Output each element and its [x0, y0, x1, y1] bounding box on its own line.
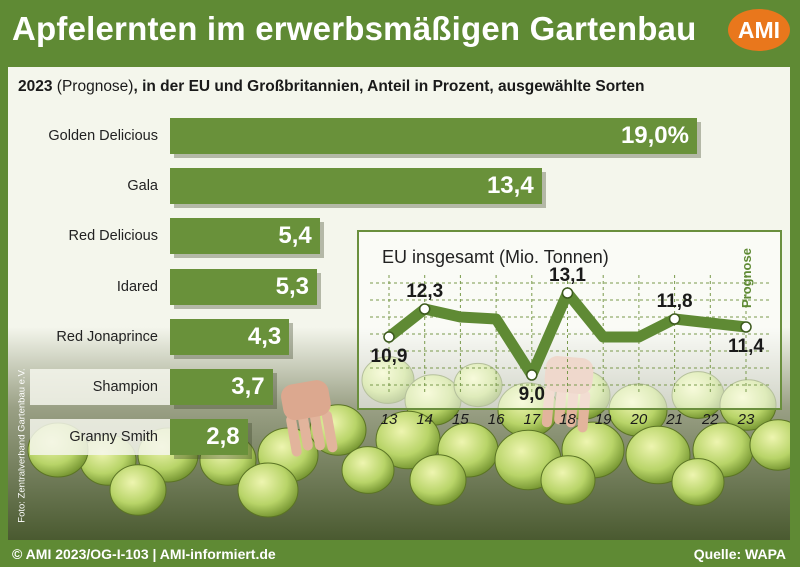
- photo-credit: Foto: Zentralverband Gartenbau e.V.: [16, 368, 28, 523]
- bar-row: 5,3: [170, 268, 317, 309]
- bar-value-label: 3,7: [231, 373, 265, 400]
- line-chart-title: EU insgesamt (Mio. Tonnen): [382, 247, 609, 267]
- bar: 5,3: [170, 268, 317, 305]
- bar-value-label: 19,0%: [620, 122, 689, 149]
- category-label: Red Jonaprince: [56, 328, 158, 345]
- ami-logo: AMI: [728, 9, 790, 51]
- apple: [409, 454, 467, 506]
- bar-value-label: 5,3: [275, 272, 309, 300]
- bar-value-label: 2,8: [206, 423, 240, 451]
- page-title: Apfelernten im erwerbsmäßigen Gartenbau: [12, 10, 697, 47]
- category-label: Red Delicious: [68, 228, 158, 245]
- bar-row: 2,8: [170, 419, 248, 459]
- subtitle-year: 2023: [18, 78, 53, 95]
- bar: 19,0%: [170, 118, 697, 154]
- apple: [671, 458, 725, 506]
- bar: 13,4: [170, 168, 542, 205]
- category-label-backdrop: [30, 369, 170, 405]
- bar-row: 13,4: [170, 168, 542, 208]
- subtitle-description: , in der EU und Großbritannien, Anteil i…: [133, 78, 645, 95]
- category-label: Shampion: [92, 379, 158, 395]
- category-label: Granny Smith: [69, 429, 158, 446]
- category-label: Golden Delicious: [48, 128, 158, 144]
- bar-row: 5,4: [170, 218, 320, 258]
- footer-copyright: © AMI 2023/OG-I-103 | AMI-informiert.de: [12, 546, 276, 562]
- chart-subtitle: 2023 (Prognose), in der EU und Großbrita…: [18, 78, 644, 96]
- bar: 2,8: [170, 419, 248, 456]
- category-label-backdrop: [30, 419, 170, 456]
- apple: [109, 464, 167, 516]
- bar-row: 3,7: [170, 369, 273, 409]
- apple: [540, 455, 596, 505]
- bar: 4,3: [170, 318, 290, 355]
- apple: [625, 425, 691, 485]
- bar-row: 19,0%: [170, 118, 697, 158]
- bar-value-label: 5,4: [278, 222, 312, 250]
- bar-value-label: 13,4: [486, 172, 534, 200]
- bar-row: 4,3: [170, 318, 290, 359]
- footer-source: Quelle: WAPA: [693, 546, 786, 562]
- subtitle-forecast: (Prognose): [52, 78, 134, 95]
- bar: 5,4: [170, 218, 320, 255]
- hand: [281, 380, 338, 457]
- category-label: Gala: [127, 178, 158, 195]
- apple: [237, 462, 299, 518]
- bar: 3,7: [170, 369, 273, 405]
- apple: [341, 446, 395, 494]
- apple: [749, 419, 790, 471]
- bar-value-label: 4,3: [247, 322, 282, 350]
- category-label: Idared: [116, 278, 158, 295]
